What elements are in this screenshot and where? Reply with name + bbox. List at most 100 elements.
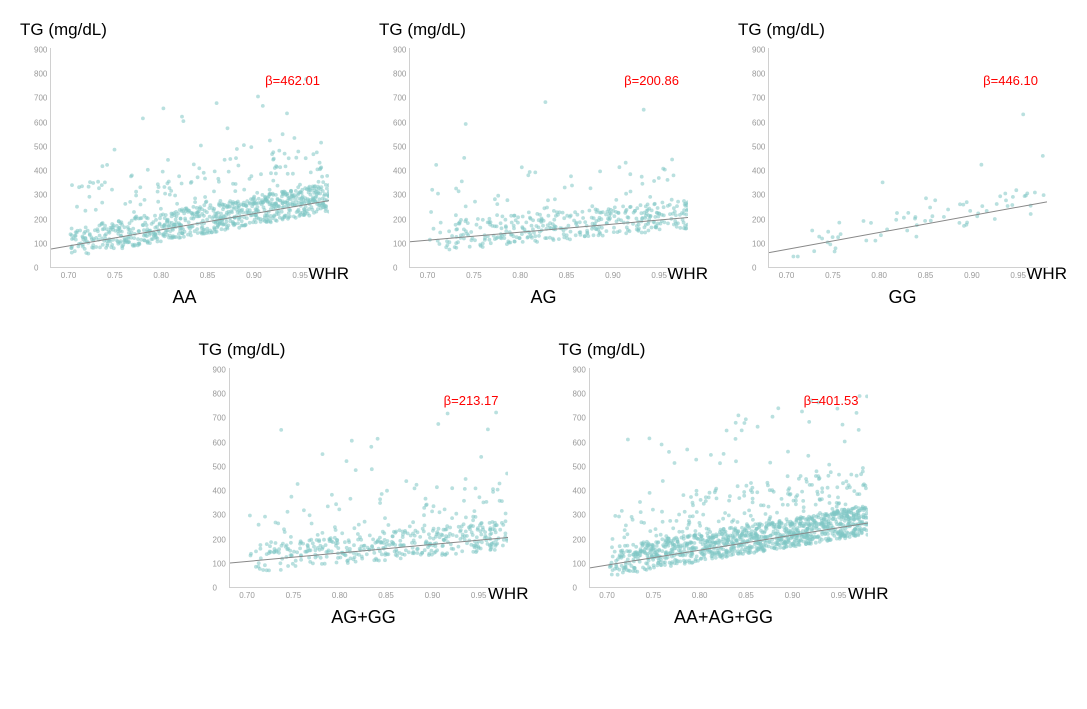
row-top: TG (mg/dL)WHRAAβ=462.0101002003004005006…	[20, 20, 1067, 310]
xtick: 0.95	[471, 591, 487, 600]
ytick: 400	[752, 167, 765, 176]
ytick: 500	[393, 142, 406, 151]
ytick: 100	[213, 559, 226, 568]
ytick: 600	[393, 118, 406, 127]
beta-label: β=462.01	[265, 73, 320, 88]
ytick: 800	[34, 70, 47, 79]
plot-area: β=200.86	[409, 48, 689, 268]
y-axis-title: TG (mg/dL)	[199, 340, 286, 360]
xtick: 0.75	[286, 591, 302, 600]
beta-label: β=446.10	[983, 73, 1038, 88]
xtick: 0.80	[871, 271, 887, 280]
ytick: 700	[573, 414, 586, 423]
plot-area: β=213.17	[229, 368, 509, 588]
ytick: 700	[213, 414, 226, 423]
ytick: 900	[752, 46, 765, 55]
ytick: 700	[34, 94, 47, 103]
ytick: 500	[34, 142, 47, 151]
ytick: 400	[34, 167, 47, 176]
beta-label: β=200.86	[624, 73, 679, 88]
xtick: 0.70	[61, 271, 77, 280]
ytick: 400	[393, 167, 406, 176]
ytick: 600	[213, 438, 226, 447]
beta-label: β=401.53	[804, 393, 859, 408]
beta-label: β=213.17	[444, 393, 499, 408]
ytick: 200	[752, 215, 765, 224]
ytick: 800	[393, 70, 406, 79]
ytick: 600	[752, 118, 765, 127]
xtick: 0.90	[605, 271, 621, 280]
ytick: 300	[573, 511, 586, 520]
ytick: 900	[573, 366, 586, 375]
ytick: 300	[752, 191, 765, 200]
xtick: 0.90	[246, 271, 262, 280]
xtick: 0.95	[831, 591, 847, 600]
xtick: 0.90	[785, 591, 801, 600]
group-title: AG	[530, 287, 556, 308]
ytick: 300	[213, 511, 226, 520]
y-axis-title: TG (mg/dL)	[20, 20, 107, 40]
ytick: 100	[573, 559, 586, 568]
y-axis-title: TG (mg/dL)	[559, 340, 646, 360]
xtick: 0.80	[153, 271, 169, 280]
ytick: 900	[34, 46, 47, 55]
ytick: 500	[573, 462, 586, 471]
xtick: 0.85	[559, 271, 575, 280]
ytick: 0	[752, 264, 756, 273]
xtick: 0.70	[420, 271, 436, 280]
scatter-panel-ag: TG (mg/dL)WHRAGβ=200.8601002003004005006…	[379, 20, 708, 310]
ytick: 600	[34, 118, 47, 127]
xtick: 0.85	[200, 271, 216, 280]
ytick: 300	[34, 191, 47, 200]
ytick: 100	[34, 239, 47, 248]
ytick: 200	[213, 535, 226, 544]
y-axis-title: TG (mg/dL)	[738, 20, 825, 40]
ytick: 100	[393, 239, 406, 248]
ytick: 600	[573, 438, 586, 447]
ytick: 400	[213, 487, 226, 496]
scatter-panel-gg: TG (mg/dL)WHRGGβ=446.1001002003004005006…	[738, 20, 1067, 310]
group-title: GG	[888, 287, 916, 308]
xtick: 0.70	[239, 591, 255, 600]
group-title: AG+GG	[331, 607, 396, 628]
ytick: 500	[752, 142, 765, 151]
ytick: 200	[34, 215, 47, 224]
xtick: 0.75	[107, 271, 123, 280]
xtick: 0.90	[425, 591, 441, 600]
ytick: 900	[393, 46, 406, 55]
xtick: 0.80	[692, 591, 708, 600]
ytick: 0	[573, 584, 577, 593]
xtick: 0.90	[964, 271, 980, 280]
ytick: 0	[213, 584, 217, 593]
ytick: 200	[393, 215, 406, 224]
xtick: 0.80	[332, 591, 348, 600]
regression-line	[769, 202, 1047, 253]
figure-grid: TG (mg/dL)WHRAAβ=462.0101002003004005006…	[20, 20, 1067, 630]
ytick: 0	[393, 264, 397, 273]
scatter-panel-ag-gg: TG (mg/dL)WHRAG+GGβ=213.1701002003004005…	[199, 340, 529, 630]
ytick: 800	[752, 70, 765, 79]
xtick: 0.95	[292, 271, 308, 280]
xtick: 0.75	[646, 591, 662, 600]
y-axis-title: TG (mg/dL)	[379, 20, 466, 40]
group-title: AA+AG+GG	[674, 607, 773, 628]
xtick: 0.85	[918, 271, 934, 280]
xtick: 0.85	[378, 591, 394, 600]
scatter-panel-aa: TG (mg/dL)WHRAAβ=462.0101002003004005006…	[20, 20, 349, 310]
xtick: 0.80	[512, 271, 528, 280]
xtick: 0.70	[779, 271, 795, 280]
scatter-panel-aa-ag-gg: TG (mg/dL)WHRAA+AG+GGβ=401.5301002003004…	[559, 340, 889, 630]
xtick: 0.75	[466, 271, 482, 280]
ytick: 700	[393, 94, 406, 103]
ytick: 900	[213, 366, 226, 375]
ytick: 400	[573, 487, 586, 496]
ytick: 200	[573, 535, 586, 544]
row-bottom: TG (mg/dL)WHRAG+GGβ=213.1701002003004005…	[20, 340, 1067, 630]
ytick: 800	[213, 390, 226, 399]
ytick: 500	[213, 462, 226, 471]
xtick: 0.85	[738, 591, 754, 600]
xtick: 0.70	[599, 591, 615, 600]
plot-area: β=446.10	[768, 48, 1048, 268]
plot-area: β=401.53	[589, 368, 869, 588]
regression-line	[51, 201, 329, 249]
